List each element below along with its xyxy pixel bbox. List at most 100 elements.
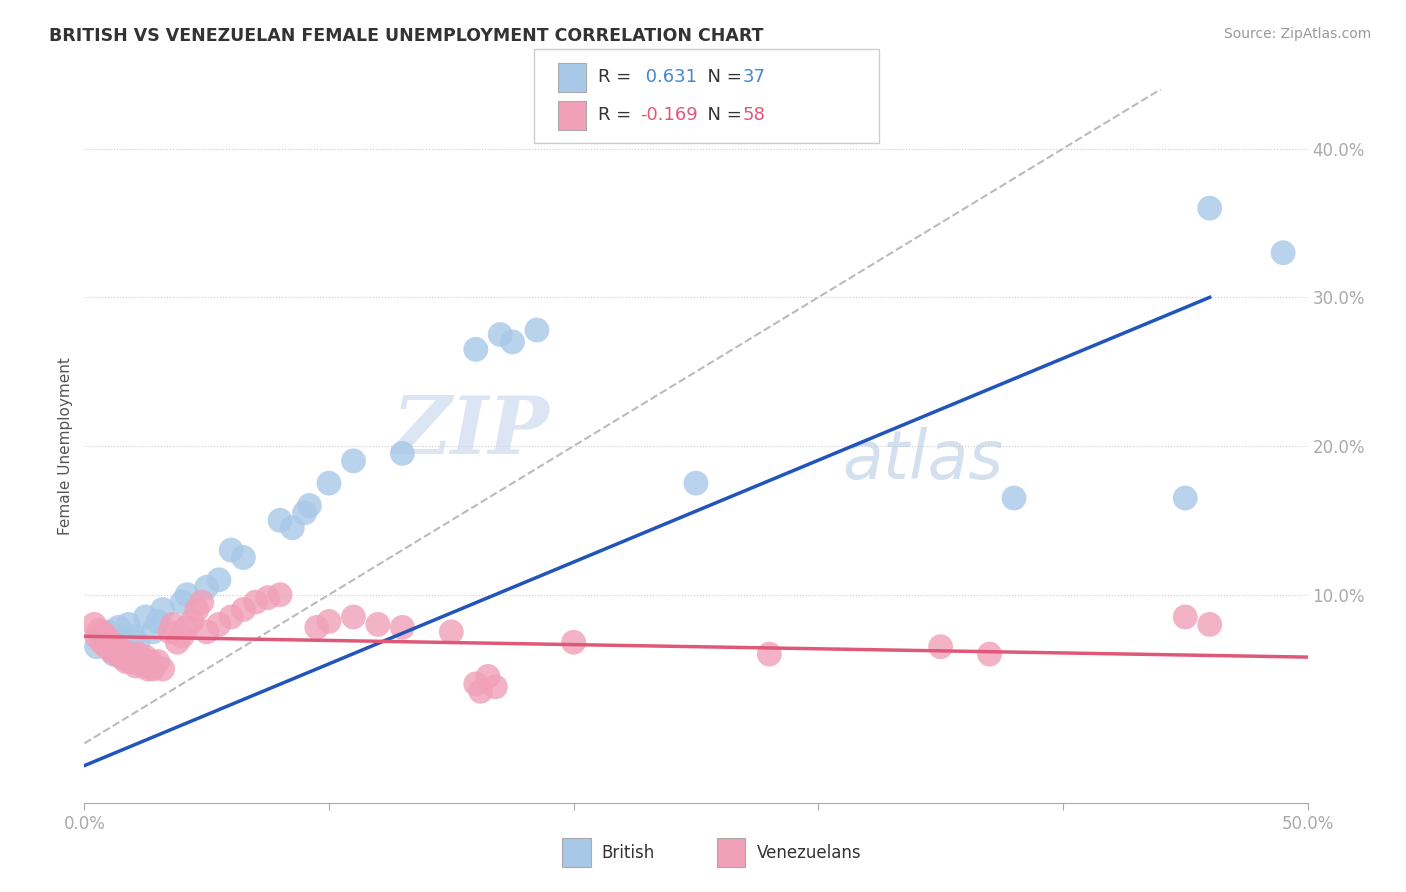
Point: [110, 640, 132, 654]
Point: [117, 647, 139, 661]
Point: [152, 602, 174, 616]
Point: [97, 632, 120, 647]
Text: Venezuelans: Venezuelans: [756, 844, 860, 862]
Text: Source: ZipAtlas.com: Source: ZipAtlas.com: [1223, 27, 1371, 41]
Point: [305, 620, 328, 634]
Point: [318, 476, 340, 491]
Point: [122, 629, 145, 643]
Point: [232, 550, 254, 565]
Point: [464, 677, 486, 691]
Point: [685, 476, 707, 491]
Point: [501, 334, 523, 349]
Point: [979, 647, 1001, 661]
Point: [146, 655, 169, 669]
Point: [136, 662, 159, 676]
Point: [562, 635, 585, 649]
Text: atlas: atlas: [842, 427, 1004, 493]
Point: [162, 617, 184, 632]
Point: [269, 588, 291, 602]
Point: [208, 617, 231, 632]
Point: [135, 610, 157, 624]
Point: [90, 635, 112, 649]
Point: [127, 635, 149, 649]
Point: [90, 629, 112, 643]
Point: [484, 680, 506, 694]
Point: [159, 624, 181, 639]
Point: [195, 580, 218, 594]
Point: [464, 343, 486, 357]
Point: [110, 650, 132, 665]
Point: [489, 327, 512, 342]
Point: [440, 624, 463, 639]
Point: [93, 626, 115, 640]
Point: [83, 617, 105, 632]
Point: [122, 650, 145, 665]
Point: [107, 620, 129, 634]
Point: [176, 620, 198, 634]
Text: N =: N =: [696, 105, 748, 123]
Point: [120, 655, 142, 669]
Text: British: British: [602, 844, 655, 862]
Text: ZIP: ZIP: [392, 393, 550, 470]
Text: 58: 58: [742, 105, 765, 123]
Point: [367, 617, 389, 632]
Point: [132, 659, 155, 673]
Point: [1174, 610, 1197, 624]
Point: [87, 624, 110, 638]
Point: [115, 655, 138, 669]
Point: [129, 655, 152, 669]
Point: [758, 647, 780, 661]
Point: [107, 642, 129, 657]
Y-axis label: Female Unemployment: Female Unemployment: [58, 357, 73, 535]
Text: N =: N =: [696, 69, 748, 87]
Point: [86, 629, 108, 643]
Point: [112, 644, 135, 658]
Point: [269, 513, 291, 527]
Text: -0.169: -0.169: [640, 105, 697, 123]
Point: [257, 591, 280, 605]
Point: [166, 635, 188, 649]
Point: [125, 659, 148, 673]
Point: [146, 615, 169, 629]
Point: [342, 610, 364, 624]
Point: [152, 662, 174, 676]
Text: BRITISH VS VENEZUELAN FEMALE UNEMPLOYMENT CORRELATION CHART: BRITISH VS VENEZUELAN FEMALE UNEMPLOYMEN…: [49, 27, 763, 45]
Point: [219, 543, 242, 558]
Point: [117, 617, 139, 632]
Point: [186, 602, 208, 616]
Point: [191, 595, 214, 609]
Point: [470, 684, 492, 698]
Point: [135, 650, 157, 665]
Point: [97, 624, 120, 639]
Text: R =: R =: [598, 105, 637, 123]
Point: [1198, 617, 1220, 632]
Point: [1272, 245, 1295, 260]
Point: [219, 610, 242, 624]
Text: R =: R =: [598, 69, 637, 87]
Point: [342, 454, 364, 468]
Point: [298, 499, 321, 513]
Point: [245, 595, 267, 609]
Point: [139, 655, 162, 669]
Point: [281, 521, 304, 535]
Point: [477, 669, 499, 683]
Point: [142, 662, 165, 676]
Point: [103, 638, 125, 652]
Point: [100, 644, 122, 658]
Point: [391, 620, 413, 634]
Point: [1198, 201, 1220, 215]
Point: [232, 602, 254, 616]
Point: [142, 624, 165, 639]
Point: [105, 647, 128, 661]
Point: [526, 323, 548, 337]
Point: [172, 595, 194, 609]
Point: [96, 640, 118, 654]
Point: [1002, 491, 1025, 505]
Point: [181, 615, 204, 629]
Point: [127, 647, 149, 661]
Point: [172, 629, 194, 643]
Point: [208, 573, 231, 587]
Point: [318, 615, 340, 629]
Point: [294, 506, 316, 520]
Point: [96, 635, 118, 649]
